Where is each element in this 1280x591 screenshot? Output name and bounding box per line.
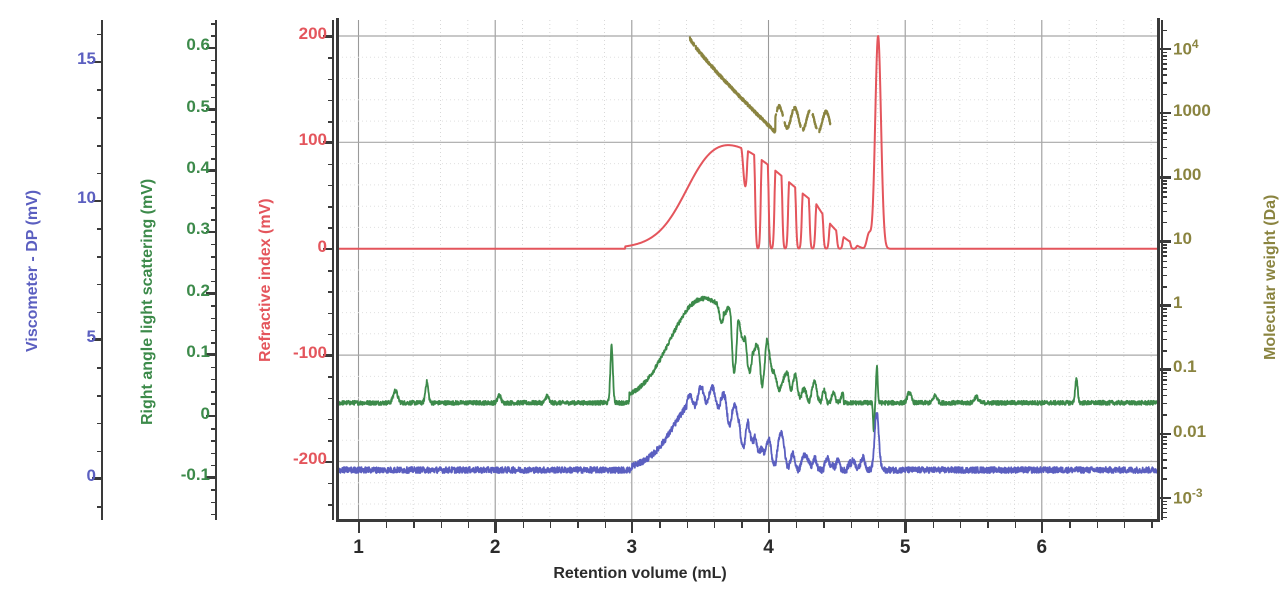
molecular-weight-trace-segment-5 — [793, 105, 802, 128]
light_scattering-tick-label-0: -0.1 — [180, 464, 210, 484]
x-tick-label-3: 4 — [763, 537, 774, 558]
molecular-weight-tick-label-5: 0.1 — [1173, 357, 1197, 377]
x-major-tick — [1040, 522, 1044, 533]
refractive_index-tick-label-4: 200 — [298, 23, 327, 43]
light_scattering-major-tick — [206, 230, 216, 234]
viscometer-tick-label-0: 0 — [86, 466, 96, 486]
light_scattering-tick-label-1: 0 — [200, 403, 210, 423]
x-axis-title: Retention volume (mL) — [553, 565, 727, 582]
molecular-weight-major-tick — [1160, 240, 1171, 243]
plot-right-border — [1157, 18, 1160, 522]
molecular-weight-major-tick — [1160, 111, 1171, 115]
refractive_index-major-tick — [323, 460, 333, 463]
viscometer-major-tick — [92, 60, 102, 64]
molecular-weight-axis-title: Molecular weight (Da) — [1262, 194, 1279, 360]
light_scattering-major-tick — [206, 108, 216, 111]
viscometer-tick-label-1: 5 — [86, 327, 96, 347]
refractive-index-axis-spine — [332, 20, 334, 520]
viscometer-major-tick — [92, 199, 102, 203]
molecular-weight-major-tick — [1160, 496, 1171, 500]
x-major-tick — [904, 522, 907, 533]
light_scattering-major-tick — [206, 292, 216, 295]
plot-left-border — [336, 18, 339, 522]
x-major-tick — [767, 522, 770, 533]
light-scattering-axis-spine — [215, 20, 217, 520]
viscometer-major-tick — [92, 338, 102, 341]
refractive_index-major-tick — [323, 35, 333, 38]
molecular-weight-major-tick — [1160, 368, 1171, 371]
molecular-weight-major-tick — [1160, 432, 1171, 435]
refractive_index-tick-label-1: -100 — [292, 342, 327, 362]
refractive-index-trace — [338, 35, 1158, 250]
x-tick-label-5: 6 — [1036, 537, 1048, 558]
molecular-weight-axis-spine — [1161, 20, 1163, 520]
x-tick-label-1: 2 — [489, 537, 501, 558]
x-tick-label-4: 5 — [899, 537, 911, 558]
refractive_index-tick-label-3: 100 — [298, 130, 327, 150]
x-tick-label-2: 3 — [626, 537, 638, 558]
molecular-weight-trace-segment-6 — [801, 109, 811, 132]
molecular-weight-trace-segment-3 — [775, 103, 784, 117]
molecular-weight-tick-label-1: 1000 — [1173, 100, 1211, 120]
molecular-weight-tick-label-3: 10 — [1173, 229, 1192, 249]
plot-canvas — [338, 20, 1158, 520]
molecular-weight-major-tick — [1160, 176, 1171, 179]
light_scattering-tick-label-5: 0.4 — [186, 158, 210, 178]
refractive_index-tick-label-0: -200 — [292, 449, 327, 469]
molecular-weight-trace-segment-8 — [818, 109, 832, 134]
light_scattering-major-tick — [206, 353, 216, 356]
light_scattering-tick-label-7: 0.6 — [186, 35, 210, 55]
viscometer-axis-spine — [101, 20, 103, 520]
refractive_index-tick-label-2: 0 — [317, 236, 327, 256]
molecular-weight-tick-label-7: 10-3 — [1173, 485, 1203, 508]
x-major-tick — [630, 522, 634, 533]
light_scattering-major-tick — [206, 476, 216, 479]
refractive_index-major-tick — [323, 141, 333, 144]
molecular-weight-trace-segment-4 — [783, 109, 794, 130]
molecular-weight-trace-segment-0 — [688, 36, 696, 47]
molecular-weight-tick-label-4: 1 — [1173, 293, 1183, 313]
refractive_index-major-tick — [323, 354, 333, 357]
x-tick-label-0: 1 — [353, 537, 364, 558]
light-scattering-trace — [338, 295, 1158, 433]
molecular-weight-major-tick — [1160, 47, 1171, 51]
light_scattering-major-tick — [206, 414, 216, 418]
molecular-weight-trace-segment-7 — [811, 112, 818, 130]
viscometer-tick-label-3: 15 — [77, 49, 96, 69]
refractive_index-major-tick — [323, 247, 333, 251]
molecular-weight-tick-label-6: 0.01 — [1173, 421, 1207, 441]
viscometer-major-tick — [92, 477, 102, 480]
light_scattering-tick-label-2: 0.1 — [186, 342, 210, 362]
light-scattering-axis-title: Right angle light scattering (mV) — [139, 178, 156, 425]
x-major-tick — [357, 522, 360, 533]
light_scattering-major-tick — [206, 46, 216, 50]
molecular-weight-trace-segment-2 — [700, 51, 778, 134]
x-major-tick — [494, 522, 497, 533]
viscometer-tick-label-2: 10 — [77, 188, 96, 208]
grid — [338, 20, 1158, 520]
refractive-index-axis-title: Refractive index (mV) — [257, 198, 274, 362]
light_scattering-tick-label-4: 0.3 — [186, 219, 210, 239]
molecular-weight-trace-segment-1 — [694, 44, 702, 55]
molecular-weight-tick-label-0: 104 — [1173, 36, 1199, 59]
light_scattering-major-tick — [206, 169, 216, 172]
viscometer-axis-title: Viscometer - DP (mV) — [24, 189, 41, 352]
molecular-weight-major-tick — [1160, 304, 1171, 307]
plot-area — [338, 20, 1158, 520]
molecular-weight-tick-label-2: 100 — [1173, 165, 1202, 185]
light_scattering-tick-label-6: 0.5 — [186, 96, 210, 116]
plot-bottom-border — [336, 519, 1159, 522]
light_scattering-tick-label-3: 0.2 — [186, 280, 210, 300]
viscometer-trace — [338, 384, 1158, 474]
